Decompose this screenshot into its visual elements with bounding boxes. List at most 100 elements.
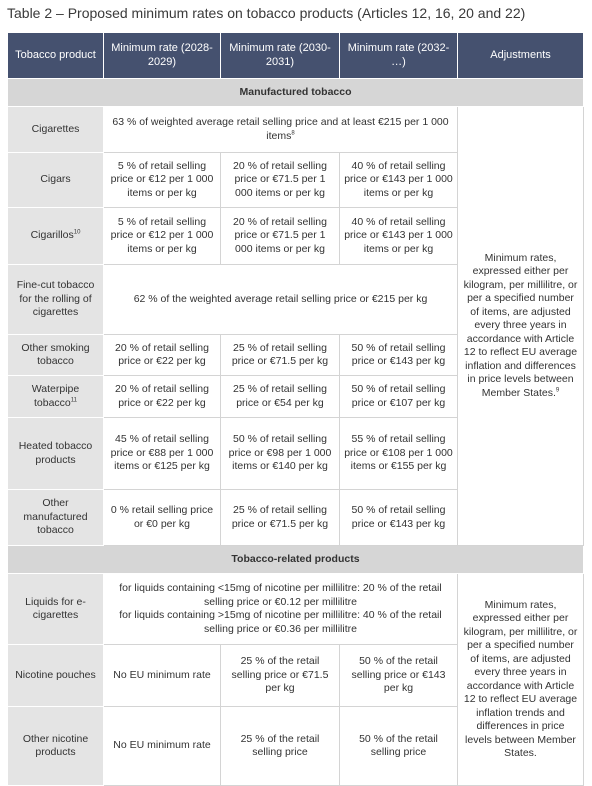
rate-cell: 50 % of retail selling price or €143 per…	[339, 334, 458, 376]
rate-cell: 25 % of retail selling price or €71.5 pe…	[220, 489, 340, 546]
table-row: Other nicotine products No EU minimum rat…	[7, 706, 584, 786]
rate-text: for liquids containing <15mg of nicotine…	[119, 582, 442, 608]
footnote-marker: 11	[70, 397, 77, 403]
rate-text: 50 % of retail selling price or €107 per…	[351, 383, 446, 409]
column-header: Tobacco product	[7, 32, 104, 79]
table-row: Liquids for e-cigarettes for liquids cont…	[7, 573, 584, 786]
rate-text: 45 % of retail selling price or €88 per …	[110, 433, 214, 473]
rate-cell: 40 % of retail selling price or €143 per…	[339, 207, 458, 265]
rate-text: No EU minimum rate	[113, 739, 211, 752]
product-name: Liquids for e-cigarettes	[25, 595, 86, 622]
product-cell: Other manufactured tobacco	[7, 489, 104, 546]
column-header: Minimum rate (2030-2031)	[220, 32, 340, 79]
table-row: Cigars 5 % of retail selling price or €12…	[7, 152, 584, 208]
rate-text: 55 % of retail selling price or €108 per…	[344, 433, 453, 473]
rate-text: 50 % of retail selling price or €98 per …	[228, 433, 332, 473]
rate-text: 40 % of retail selling price or €143 per…	[344, 159, 453, 199]
rate-cell: 5 % of retail selling price or €12 per 1…	[103, 207, 221, 265]
rate-cell: 25 % of the retail selling price	[220, 706, 340, 786]
table-body: Manufactured tobacco Cigarettes 63 % of we…	[7, 78, 584, 786]
rate-cell: 63 % of weighted average retail selling …	[103, 106, 458, 153]
rate-cell: 5 % of retail selling price or €12 per 1…	[103, 152, 221, 208]
rate-text: 25 % of retail selling price or €71.5 pe…	[231, 341, 329, 368]
product-name: Cigarillos	[30, 229, 74, 242]
adjustments-text: Minimum rates, expressed either per kilo…	[463, 598, 578, 760]
header-row: Tobacco product Minimum rate (2028-2029) M…	[7, 32, 584, 79]
product-cell: Waterpipe tobacco11	[7, 375, 104, 418]
product-name: Other smoking tobacco	[21, 341, 90, 368]
column-header: Adjustments	[457, 32, 584, 79]
table-row: Waterpipe tobacco11 20 % of retail sellin…	[7, 375, 584, 418]
section-row: Manufactured tobacco	[7, 78, 584, 107]
rate-cell: 25 % of retail selling price or €54 per …	[220, 375, 340, 418]
rate-cell: 50 % of the retail selling price or €143…	[339, 644, 458, 707]
product-cell: Fine-cut tobacco for the rolling of ciga…	[7, 264, 104, 335]
column-header: Minimum rate (2028-2029)	[103, 32, 221, 79]
product-cell: Nicotine pouches	[7, 644, 104, 707]
rate-text: 50 % of the retail selling price	[359, 732, 438, 759]
rate-cell: for liquids containing <15mg of nicotine…	[103, 573, 458, 645]
rate-text: 50 % of retail selling price or €143 per…	[351, 504, 446, 530]
rate-cell: 25 % of the retail selling price or €71.…	[220, 644, 340, 707]
product-name: Fine-cut tobacco for the rolling of ciga…	[16, 279, 95, 319]
rate-text: 25 % of retail selling price or €54 per …	[233, 383, 327, 409]
rate-cell: 50 % of retail selling price or €98 per …	[220, 417, 340, 490]
rate-text: 20 % of retail selling price or €22 per …	[115, 341, 209, 368]
rate-cell: 20 % of retail selling price or €22 per …	[103, 334, 221, 376]
rate-cell: 0 % retail selling price or €0 per kg	[103, 489, 221, 546]
rate-cell: 20 % of retail selling price or €22 per …	[103, 375, 221, 418]
table-row: Cigarillos10 5 % of retail selling price …	[7, 207, 584, 265]
section-heading: Tobacco-related products	[7, 545, 584, 574]
rate-text: 62 % of the weighted average retail sell…	[133, 292, 428, 305]
product-name: Heated tobacco products	[18, 440, 93, 466]
footnote-marker: 9	[555, 387, 560, 394]
footnote-marker: 8	[291, 130, 295, 136]
rate-text: 63 % of weighted average retail selling …	[112, 116, 449, 142]
rate-cell: 50 % of retail selling price or €143 per…	[339, 489, 458, 546]
product-cell: Other nicotine products	[7, 706, 104, 786]
rate-text: 25 % of retail selling price or €71.5 pe…	[231, 504, 329, 530]
table-row: Other manufactured tobacco 0 % retail sel…	[7, 489, 584, 546]
rate-cell: 50 % of the retail selling price	[339, 706, 458, 786]
adjustments-cell: Minimum rates, expressed either per kilo…	[457, 106, 584, 546]
table-row: Cigarettes 63 % of weighted average retai…	[7, 106, 584, 546]
product-name: Other manufactured tobacco	[23, 497, 88, 537]
rate-cell: 20 % of retail selling price or €71.5 pe…	[220, 152, 340, 208]
rate-cell: 25 % of retail selling price or €71.5 pe…	[220, 334, 340, 376]
section-row: Tobacco-related products	[7, 545, 584, 574]
adjustments-text: Minimum rates, expressed either per kilo…	[463, 251, 578, 399]
product-name: Other nicotine products	[22, 732, 89, 759]
rate-cell: 45 % of retail selling price or €88 per …	[103, 417, 221, 490]
rate-text: 40 % of retail selling price or €143 per…	[344, 215, 453, 255]
product-name: Cigarettes	[31, 122, 80, 135]
rate-text: 25 % of the retail selling price	[240, 732, 320, 759]
rates-table: Tobacco product Minimum rate (2028-2029) M…	[7, 32, 584, 786]
product-cell: Heated tobacco products	[7, 417, 104, 490]
table-row: Nicotine pouches No EU minimum rate 25 % o…	[7, 644, 584, 707]
rate-text: 20 % of retail selling price or €22 per …	[115, 383, 209, 409]
rate-cell: 40 % of retail selling price or €143 per…	[339, 152, 458, 208]
section-heading: Manufactured tobacco	[7, 78, 584, 107]
rate-cell: 62 % of the weighted average retail sell…	[103, 264, 458, 335]
product-name: Cigars	[40, 173, 71, 186]
product-name: Waterpipe tobacco	[31, 383, 80, 409]
rate-text: 20 % of retail selling price or €71.5 pe…	[233, 159, 327, 199]
product-cell: Cigarillos10	[7, 207, 104, 265]
rate-text: 20 % of retail selling price or €71.5 pe…	[233, 215, 327, 255]
product-cell: Liquids for e-cigarettes	[7, 573, 104, 645]
adjustments-cell: Minimum rates, expressed either per kilo…	[457, 573, 584, 786]
rate-cell: No EU minimum rate	[103, 644, 221, 707]
rate-text: 50 % of retail selling price or €143 per…	[351, 341, 446, 368]
column-header: Minimum rate (2032- …)	[339, 32, 458, 79]
rate-text: 50 % of the retail selling price or €143…	[351, 655, 446, 695]
product-name: Nicotine pouches	[15, 668, 96, 681]
footnote-marker: 10	[73, 229, 81, 236]
rate-text: 25 % of the retail selling price or €71.…	[231, 655, 329, 695]
rate-cell: 20 % of retail selling price or €71.5 pe…	[220, 207, 340, 265]
table-title: Table 2 – Proposed minimum rates on toba…	[7, 5, 526, 21]
rate-text: for liquids containing >15mg of nicotine…	[119, 609, 442, 635]
table-row: Heated tobacco products 45 % of retail se…	[7, 417, 584, 490]
rate-text: 0 % retail selling price or €0 per kg	[110, 504, 214, 530]
rate-text: 5 % of retail selling price or €12 per 1…	[110, 159, 214, 199]
